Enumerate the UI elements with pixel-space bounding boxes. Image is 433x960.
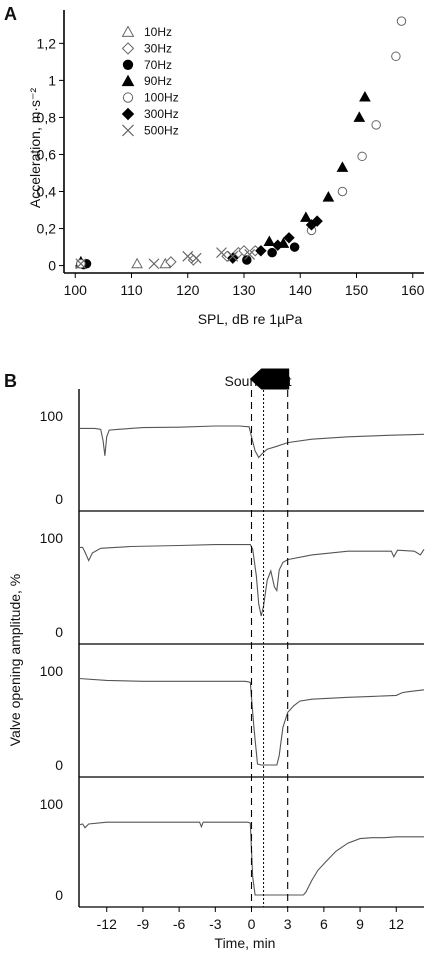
panel-a-x-tick-label: 150 [345, 282, 369, 298]
panel-a-y-tick-label: 1,2 [37, 35, 57, 51]
panel-a-legend-label: 10Hz [144, 25, 172, 39]
panel-a-point [300, 211, 312, 222]
panel-a-point [337, 186, 348, 197]
panel-a-legend-label: 30Hz [144, 41, 172, 55]
panel-a-point [353, 111, 366, 122]
panel-a-point [267, 247, 277, 258]
panel-a-point [322, 191, 335, 202]
panel-a-point [371, 120, 381, 130]
panel-a-point [359, 91, 371, 102]
panel-a-legend-marker [121, 42, 135, 55]
panel-a-point [227, 252, 239, 264]
panel-a-ylabel: Acceleration, m·s⁻² [27, 88, 43, 209]
panel-a-legend-marker [121, 107, 135, 121]
panel-a-x-tick-label: 100 [64, 282, 88, 298]
panel-a-x-tick-label: 140 [289, 282, 313, 298]
panel-b-x-tick-label: 3 [284, 916, 292, 932]
panel-b-trace [78, 677, 425, 766]
panel-a-legend-label: 300Hz [144, 107, 179, 121]
panel-b-x-tick-label: 6 [320, 916, 328, 932]
panel-a-point [336, 161, 349, 172]
panel-a-legend-marker [122, 92, 134, 103]
panel-a-legend-label: 500Hz [144, 123, 179, 137]
panel-a-point [311, 215, 323, 227]
panel-b-ylabel: Valve opening amplitude, % [7, 574, 23, 747]
panel-a-point [131, 257, 143, 269]
panel-a-legend-marker [122, 59, 134, 70]
panel-a-point [396, 16, 407, 26]
panel-a-legend-label: 100Hz [144, 91, 179, 105]
panel-a-xlabel: SPL, dB re 1µPa [198, 311, 303, 327]
panel-a-legend-marker [122, 124, 134, 137]
panel-a-point [244, 249, 256, 260]
panel-b-trace [78, 821, 424, 896]
panel-a-y-tick-label: 0 [48, 258, 56, 274]
panel-b-y-tick-label: 0 [55, 757, 63, 773]
panel-a-point [391, 51, 401, 62]
panel-b-y-tick-label: 100 [40, 530, 64, 546]
panel-a-y-tick-label: 1 [48, 72, 56, 88]
panel-a-y-tick-label: 0,4 [37, 184, 57, 200]
panel-a-y-tick-label: 0,6 [37, 146, 57, 162]
panel-b-y-tick-label: 0 [55, 887, 63, 903]
panel-a-point [190, 252, 202, 264]
panel-b-xlabel: Time, min [215, 935, 276, 951]
panel-a-point [216, 247, 227, 259]
panel-a-x-tick-label: 120 [176, 282, 200, 298]
panel-b-y-tick-label: 100 [40, 408, 64, 424]
panel-b-x-tick-label: -9 [137, 916, 150, 932]
sound-test-ramp-bar [249, 368, 290, 390]
panel-b-plot: 0 100 0 100 0 100 0 100 -12 -9 -6 -3 0 3 6 9 12 [40, 368, 425, 932]
panel-a-point [227, 250, 239, 262]
panel-a-point [263, 235, 276, 247]
panel-a-plot: 100 110 120 130 140 150 160 0 0,2 0,4 0,6 0,8 1 1,2 10… [37, 10, 425, 298]
panel-a-point [148, 258, 160, 270]
panel-a-point [187, 254, 200, 266]
panel-a-point [283, 232, 295, 244]
panel-b-x-tick-label: 9 [356, 916, 364, 932]
panel-a-point [182, 250, 194, 262]
panel-a-point [357, 151, 367, 162]
panel-a-y-tick-label: 0,2 [37, 221, 57, 237]
panel-a-legend-marker [121, 74, 135, 87]
panel-a-point [238, 245, 250, 257]
panel-a-x-tick-label: 110 [120, 282, 143, 298]
panel-a-x-tick-label: 160 [401, 282, 425, 298]
panel-a-point [255, 245, 267, 257]
panel-a-label: A [4, 4, 17, 24]
panel-b-x-tick-label: -6 [173, 916, 186, 932]
panel-b-x-tick-label: -12 [97, 916, 117, 932]
panel-a-legend-marker [121, 25, 135, 37]
panel-b-x-tick-label: 12 [388, 916, 404, 932]
panel-a-y-tick-label: 0,8 [37, 109, 57, 125]
panel-b-y-tick-label: 100 [40, 796, 64, 812]
panel-a-x-tick-label: 130 [232, 282, 256, 298]
panel-b-x-tick-label: 0 [248, 916, 256, 932]
panel-b-y-tick-label: 0 [55, 491, 63, 507]
panel-b-trace [79, 425, 425, 459]
panel-a-point [75, 258, 87, 270]
panel-b-label: B [4, 371, 17, 391]
panel-a-point [289, 242, 300, 252]
panel-b-trace [79, 544, 425, 617]
panel-a-legend-label: 90Hz [144, 74, 172, 88]
panel-a-point [165, 256, 177, 268]
panel-a-point [272, 239, 284, 251]
panel-b-y-tick-label: 100 [40, 663, 64, 679]
panel-a-legend-label: 70Hz [144, 58, 172, 72]
panel-b-x-tick-label: -3 [209, 916, 222, 932]
panel-b-y-tick-label: 0 [55, 624, 63, 640]
panel-a-point [242, 255, 252, 265]
